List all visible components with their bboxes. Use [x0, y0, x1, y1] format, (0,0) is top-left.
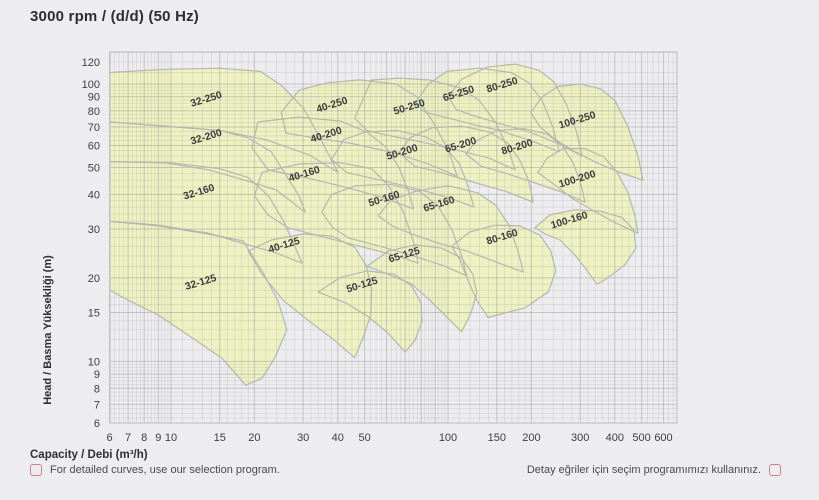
pump-region-fill-32-160 [110, 161, 302, 264]
y-tick-70: 70 [88, 122, 100, 134]
y-tick-120: 120 [82, 57, 100, 69]
y-tick-40: 40 [88, 189, 100, 201]
pump-region-outline-40-125 [247, 233, 373, 359]
x-tick-10: 10 [165, 432, 177, 444]
y-tick-10: 10 [88, 356, 100, 368]
y-tick-30: 30 [88, 224, 100, 236]
pump-region-outline-100-160 [534, 209, 637, 285]
pump-region-outline-40-160 [253, 162, 419, 264]
x-tick-600: 600 [654, 432, 672, 444]
x-tick-6: 6 [106, 432, 112, 444]
pump-region-fills [110, 64, 643, 386]
y-tick-15: 15 [88, 308, 100, 320]
y-tick-9: 9 [94, 369, 100, 381]
pump-region-outline-100-250 [530, 83, 644, 181]
y-tick-20: 20 [88, 273, 100, 285]
x-tick-100: 100 [439, 432, 457, 444]
y-tick-7: 7 [94, 399, 100, 411]
pump-region-outline-80-160 [451, 224, 557, 319]
y-tick-60: 60 [88, 141, 100, 153]
y-tick-50: 50 [88, 163, 100, 175]
axis-tick-labels: 6 7 8 9 10 15 20 30 40 50 100 150 200 300 400 500 600678… [82, 57, 673, 444]
pump-region-outline-50-250 [354, 77, 516, 171]
pump-region-outline-50-125 [317, 270, 423, 353]
pump-region-fill-32-250 [110, 68, 338, 173]
pump-region-fill-50-125 [318, 270, 422, 353]
y-tick-8: 8 [94, 383, 100, 395]
x-tick-7: 7 [125, 432, 131, 444]
x-tick-400: 400 [606, 432, 624, 444]
y-axis-title: Head / Basma Yüksekliği (m) [42, 255, 54, 405]
x-tick-500: 500 [632, 432, 650, 444]
x-tick-9: 9 [155, 432, 161, 444]
pump-region-fill-32-125 [110, 221, 287, 386]
x-axis-title: Capacity / Debi (m³/h) [30, 449, 148, 461]
y-tick-90: 90 [88, 92, 100, 104]
pump-region-fill-100-250 [530, 84, 643, 181]
pump-region-fill-65-125 [367, 244, 477, 332]
y-tick-80: 80 [88, 106, 100, 118]
pump-region-fill-80-160 [451, 225, 556, 318]
pump-region-fill-100-160 [534, 209, 636, 285]
x-tick-200: 200 [522, 432, 540, 444]
x-tick-150: 150 [488, 432, 506, 444]
pump-region-outline-65-200 [398, 125, 534, 203]
x-tick-30: 30 [297, 432, 309, 444]
x-tick-40: 40 [332, 432, 344, 444]
x-tick-300: 300 [571, 432, 589, 444]
pump-region-outline-80-200 [465, 128, 586, 203]
x-tick-15: 15 [214, 432, 226, 444]
footer-note-en: For detailed curves, use our selection p… [30, 464, 280, 476]
footer-note-en-text: For detailed curves, use our selection p… [50, 464, 280, 476]
pump-region-outline-100-200 [537, 148, 639, 234]
pump-region-outline-50-200 [331, 129, 475, 208]
note-bullet-icon [30, 464, 42, 476]
pump-region-outline-65-250 [414, 67, 560, 153]
pump-region-outline-32-125 [110, 220, 288, 386]
pump-region-fill-40-125 [248, 234, 372, 358]
pump-region-outlines [110, 63, 644, 386]
grid-lines [109, 51, 678, 424]
page-title: 3000 rpm / (d/d) (50 Hz) [30, 8, 200, 25]
x-tick-50: 50 [358, 432, 370, 444]
pump-region-outline-32-200 [110, 121, 306, 213]
footer-note-tr-text: Detay eğriler için seçim programımızı ku… [526, 464, 761, 476]
y-tick-100: 100 [82, 79, 100, 91]
pump-region-outline-65-125 [366, 244, 478, 333]
pump-region-outline-65-160 [377, 185, 524, 273]
pump-region-outline-40-200 [251, 116, 414, 210]
pump-region-outline-80-250 [447, 63, 583, 157]
pump-region-outline-50-160 [321, 183, 468, 277]
note-bullet-icon [769, 464, 781, 476]
footer-note-tr: Detay eğriler için seçim programımızı ku… [527, 464, 781, 476]
pump-region-outline-32-160 [110, 161, 303, 264]
y-tick-6: 6 [94, 418, 100, 430]
x-tick-8: 8 [141, 432, 147, 444]
x-tick-20: 20 [248, 432, 260, 444]
